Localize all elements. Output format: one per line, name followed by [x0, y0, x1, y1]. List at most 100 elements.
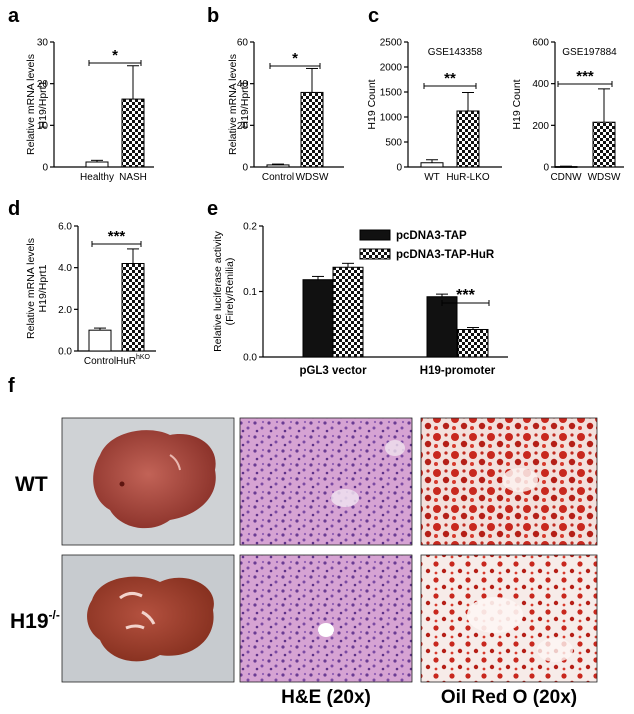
b-xtick-text: Control: [262, 172, 294, 183]
c2-xtick-text: CDNW: [550, 172, 582, 183]
panel-letter-e: e: [207, 198, 218, 220]
a-sig-stars: *: [112, 47, 118, 64]
a-bar-1: [121, 98, 145, 168]
c1-xtick-text: WT: [424, 172, 440, 183]
a-ylabel: Relative mRNA levels: [25, 54, 37, 155]
e-xtick-label: pGL3 vector: [299, 365, 367, 377]
b-ytick-label: 0: [242, 163, 248, 174]
d-ytick-label: 0.0: [58, 347, 72, 358]
c1-ytick-label: 1500: [380, 88, 403, 99]
c2-bar-1: [592, 121, 616, 168]
c1-ytick-label: 2000: [380, 63, 403, 74]
b-bar-0: [266, 164, 290, 168]
he-micrograph-wt: [239, 417, 413, 546]
caption-he: H&E (20x): [281, 687, 371, 708]
a-ytick-label: 30: [37, 38, 49, 49]
a-ylabel2: H19/Hprt1: [37, 80, 49, 128]
a-xtick-label: NASH: [119, 172, 147, 183]
d-xtick-label: Control: [84, 356, 116, 367]
c2-ytick-label: 600: [532, 38, 549, 49]
e-legend-label: pcDNA3-TAP: [396, 230, 467, 242]
c2-xtick-label: WDSW: [588, 172, 621, 183]
e-ytick-label: 0.0: [243, 353, 257, 364]
c1-xtick-text: HuR-LKO: [446, 172, 490, 183]
d-bar-1: [121, 263, 145, 352]
c1-bar-0: [420, 162, 444, 168]
e-bar-tap-hur: [332, 266, 364, 358]
c1-xtick-label: WT: [424, 172, 440, 183]
d-ytick-label: 4.0: [58, 263, 72, 274]
d-xtick-label: HuRhKO: [116, 354, 151, 367]
a-ytick-label: 20: [37, 79, 49, 90]
panel-letter-a: a: [8, 5, 20, 27]
e-ytick-label: 0.2: [243, 222, 257, 233]
e-legend-swatch: [359, 229, 391, 241]
b-xtick-label: WDSW: [296, 172, 329, 183]
a-ytick-label: 10: [37, 121, 49, 132]
e-legend-label: pcDNA3-TAP-HuR: [396, 249, 495, 261]
d-sig-stars: ***: [108, 228, 126, 245]
e-ylabel: Relative luciferase activity: [212, 230, 224, 352]
row-label-wt: WT: [15, 473, 48, 496]
d-bar-0: [88, 329, 112, 352]
liver-shape-wt: [93, 430, 216, 529]
d-xtick-text: Control: [84, 356, 116, 367]
c2-ytick-label: 200: [532, 121, 549, 132]
c2-xtick-text: WDSW: [588, 172, 621, 183]
c2-ylabel: H19 Count: [511, 79, 523, 129]
e-ylabel2: (Firely/Renilia): [224, 258, 236, 326]
b-bar-1: [300, 91, 324, 168]
c2-sig-stars: ***: [576, 68, 594, 85]
c1-xtick-label: HuR-LKO: [446, 172, 490, 183]
panel-letter-c: c: [368, 5, 379, 27]
c2-xtick-label: CDNW: [550, 172, 582, 183]
d-ytick-label: 2.0: [58, 305, 72, 316]
c1-ytick-label: 2500: [380, 38, 403, 49]
a-ytick-label: 0: [42, 163, 48, 174]
c1-ytick-label: 500: [385, 138, 402, 149]
e-bar-tap: [302, 279, 334, 358]
b-xtick-text: WDSW: [296, 172, 329, 183]
e-legend-swatch: [359, 248, 391, 260]
c1-bar-1: [456, 110, 480, 168]
d-xtick-text: HuR: [116, 356, 136, 367]
c1-title: GSE143358: [428, 47, 483, 58]
a-xtick-text: NASH: [119, 172, 147, 183]
b-ytick-label: 60: [237, 38, 249, 49]
row-label-h19ko-base: H19: [10, 610, 49, 633]
b-ylabel2: H19/Hprt1: [239, 80, 251, 128]
e-ytick-label: 0.1: [243, 287, 257, 298]
a-xtick-text: Healthy: [80, 172, 114, 183]
d-ylabel: Relative mRNA levels: [25, 238, 37, 339]
b-ylabel: Relative mRNA levels: [227, 54, 239, 155]
panel-f-images: [61, 417, 598, 683]
c2-bar-0: [554, 166, 578, 168]
b-sig-stars: *: [292, 50, 298, 67]
row-label-h19ko-sup: -/-: [49, 608, 60, 622]
he-micrograph-h19ko: [239, 554, 413, 683]
b-xtick-label: Control: [262, 172, 294, 183]
caption-oil-red-o: Oil Red O (20x): [441, 687, 577, 708]
panel-letter-d: d: [8, 198, 20, 220]
c1-ytick-label: 0: [396, 163, 402, 174]
d-ytick-label: 6.0: [58, 222, 72, 233]
c2-ytick-label: 0: [543, 163, 549, 174]
e-bar-tap-hur: [457, 328, 489, 358]
d-ylabel2: H19/Hprt1: [37, 264, 49, 312]
c1-ytick-label: 1000: [380, 113, 403, 124]
c1-sig-stars: **: [444, 70, 456, 87]
b-ytick-label: 40: [237, 79, 249, 90]
c2-title: GSE197884: [562, 47, 617, 58]
panel-letter-b: b: [207, 5, 219, 27]
a-bar-0: [85, 161, 109, 168]
a-xtick-label: Healthy: [80, 172, 114, 183]
c2-ytick-label: 400: [532, 79, 549, 90]
e-sig-stars: ***: [456, 287, 475, 304]
panel-letter-f: f: [8, 375, 15, 397]
b-ytick-label: 20: [237, 121, 249, 132]
row-label-h19ko: H19-/-: [10, 608, 60, 633]
d-xtick-sup: hKO: [136, 354, 151, 361]
e-xtick-label: H19-promoter: [420, 365, 496, 377]
